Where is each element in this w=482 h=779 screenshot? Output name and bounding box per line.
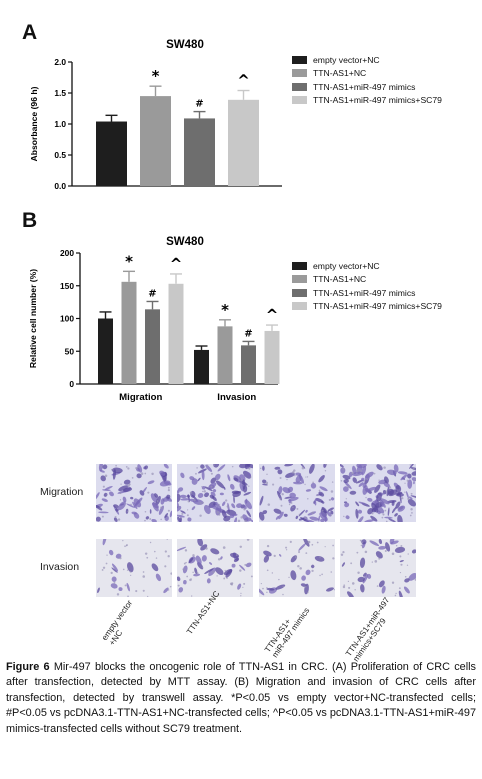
legend-label: TTN-AS1+NC	[313, 274, 367, 285]
chart-a: SW480 0.0 0.5 1.0 1.5 2.0 Absorbance (96 h) * # ^	[29, 39, 282, 191]
legend-label: TTN-AS1+miR-497 mimics	[313, 287, 416, 298]
significance-marker: ^	[237, 72, 250, 90]
legend-swatch	[292, 275, 307, 284]
legend-swatch	[292, 55, 307, 64]
legend-item: TTN-AS1+NC	[292, 67, 442, 81]
micrograph-image	[340, 539, 416, 597]
bar	[140, 96, 171, 186]
caption-figure-label: Figure 6	[6, 661, 50, 673]
legend-item: TTN-AS1+miR-497 mimics	[292, 80, 442, 94]
micrograph-column-label: empty vector +NC	[100, 598, 135, 648]
y-tick-label: 2.0	[54, 57, 66, 67]
significance-marker: *	[125, 252, 133, 270]
y-tick-label: 0	[69, 379, 74, 389]
legend-label: TTN-AS1+miR-497 mimics	[313, 81, 416, 92]
micrograph-column-label: TTN-AS1+ miR-497 mimics	[263, 606, 312, 660]
bar	[184, 118, 215, 186]
bar	[194, 349, 209, 384]
category-label: Invasion	[217, 392, 256, 403]
y-tick-label: 150	[60, 281, 74, 291]
significance-marker: #	[195, 99, 203, 110]
bar	[145, 309, 160, 384]
y-tick-label: 0.0	[54, 181, 66, 191]
legend-swatch	[292, 302, 307, 311]
micrograph-row-label: Invasion	[40, 561, 80, 573]
micrograph-column-label: TTN-AS1+miR-497 mimics+SC79	[344, 595, 392, 664]
legend-label: TTN-AS1+NC	[313, 68, 367, 79]
legend-item: TTN-AS1+NC	[292, 273, 442, 287]
micrograph-image	[96, 464, 172, 522]
y-axis-label: Relative cell number (%)	[28, 269, 38, 368]
bar	[98, 318, 113, 384]
y-tick-label: 100	[60, 314, 74, 324]
significance-marker: #	[148, 288, 156, 299]
y-tick-label: 50	[65, 346, 75, 356]
caption-title: Mir-497 blocks the oncogenic role of TTN…	[53, 661, 328, 673]
legend-item: TTN-AS1+miR-497 mimics	[292, 286, 442, 300]
y-axis-label: Absorbance (96 h)	[29, 86, 39, 161]
figure-caption: Figure 6 Mir-497 blocks the oncogenic ro…	[6, 660, 476, 737]
significance-marker: ^	[266, 306, 279, 324]
chart-title: SW480	[166, 236, 204, 248]
significance-marker: ^	[170, 255, 183, 273]
caption-text: (A) Proliferation of CRC cells after tra…	[6, 661, 476, 735]
micrograph-grid: Migration Invasion empty vector +NC TTN-AS1+…	[0, 455, 482, 664]
legend-item: empty vector+NC	[292, 259, 442, 273]
legend-item: TTN-AS1+miR-497 mimics+SC79	[292, 300, 442, 314]
bar	[168, 283, 184, 384]
chart-title: SW480	[166, 39, 204, 51]
bar	[217, 326, 233, 384]
y-tick-label: 1.5	[54, 88, 66, 98]
legend-item: TTN-AS1+miR-497 mimics+SC79	[292, 94, 442, 108]
legend-label: TTN-AS1+miR-497 mimics+SC79	[313, 95, 442, 106]
significance-marker: #	[244, 328, 252, 339]
micrograph-row-label: Migration	[40, 486, 84, 498]
legend-swatch	[292, 261, 307, 270]
micrograph-image	[177, 464, 253, 522]
significance-marker: *	[152, 67, 160, 85]
legend-b: empty vector+NC TTN-AS1+NC TTN-AS1+miR-497…	[292, 259, 442, 313]
legend-label: empty vector+NC	[313, 54, 380, 65]
y-tick-label: 200	[60, 248, 74, 258]
legend-a: empty vector+NC TTN-AS1+NC TTN-AS1+miR-497…	[292, 53, 442, 107]
y-tick-label: 0.5	[54, 150, 66, 160]
legend-label: empty vector+NC	[313, 260, 380, 271]
micrograph-image	[259, 464, 335, 522]
y-tick-label: 1.0	[54, 119, 66, 129]
legend-swatch	[292, 69, 307, 78]
legend-item: empty vector+NC	[292, 53, 442, 67]
legend-swatch	[292, 96, 307, 105]
micrograph-image	[340, 464, 416, 522]
bar	[264, 330, 280, 384]
significance-marker: *	[221, 301, 229, 319]
bar	[96, 121, 127, 186]
legend-label: TTN-AS1+miR-497 mimics+SC79	[313, 301, 442, 312]
panel-a-letter: A	[22, 21, 38, 44]
bar	[121, 281, 137, 384]
micrograph-image	[177, 539, 253, 597]
panel-b-letter: B	[22, 209, 38, 232]
category-label: Migration	[119, 392, 162, 403]
legend-swatch	[292, 288, 307, 297]
chart-b: SW480 0 50 100 150 200 Relative cell number (%…	[28, 236, 280, 403]
bar	[241, 345, 256, 384]
micrograph-image	[259, 539, 335, 597]
bar	[228, 99, 259, 186]
micrograph-image	[96, 539, 172, 597]
legend-swatch	[292, 82, 307, 91]
